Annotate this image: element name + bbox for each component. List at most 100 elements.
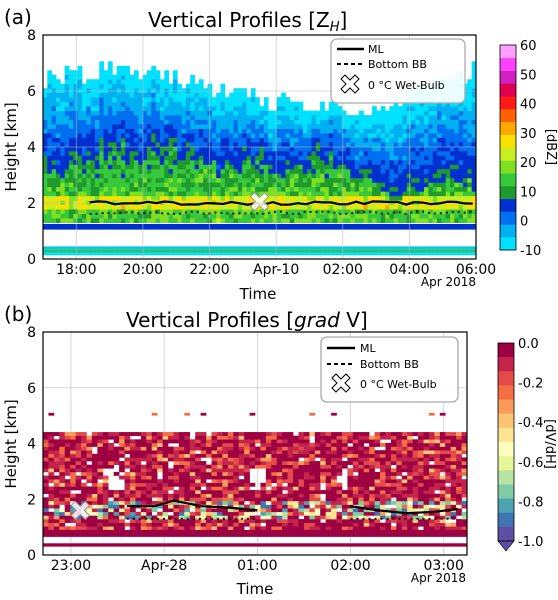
heatmap-cell bbox=[185, 150, 191, 156]
heatmap-cell bbox=[60, 92, 66, 98]
heatmap-cell bbox=[354, 182, 360, 188]
heatmap-cell bbox=[233, 106, 239, 111]
heatmap-cell bbox=[325, 471, 332, 476]
heatmap-cell bbox=[107, 65, 113, 71]
heatmap-cell bbox=[282, 461, 288, 465]
heatmap-cell bbox=[346, 182, 351, 188]
heatmap-cell bbox=[216, 246, 221, 250]
heatmap-cell bbox=[142, 115, 148, 120]
heatmap-cell bbox=[367, 128, 373, 134]
heatmap-cell bbox=[172, 252, 178, 256]
heatmap-cell bbox=[107, 218, 113, 223]
heatmap-cell bbox=[86, 468, 93, 473]
heatmap-cell bbox=[119, 493, 125, 498]
heatmap-cell bbox=[146, 439, 153, 444]
heatmap-cell bbox=[224, 101, 230, 107]
heatmap-cell bbox=[81, 110, 87, 116]
heatmap-cell bbox=[346, 177, 351, 183]
heatmap-cell bbox=[47, 213, 53, 219]
heatmap-cell bbox=[203, 177, 208, 183]
heatmap-cell bbox=[140, 486, 147, 491]
heatmap-cell bbox=[43, 497, 49, 502]
heatmap-cell bbox=[99, 209, 105, 215]
heatmap-cell bbox=[151, 246, 156, 250]
heatmap-cell bbox=[411, 182, 416, 188]
heatmap-cell bbox=[298, 490, 305, 494]
heatmap-cell bbox=[303, 457, 310, 462]
heatmap-cell bbox=[229, 106, 234, 111]
heatmap-cell bbox=[328, 150, 334, 156]
heatmap-cell bbox=[198, 182, 204, 188]
heatmap-cell bbox=[216, 191, 221, 197]
panel-a-label: (a) bbox=[4, 5, 32, 29]
heatmap-cell bbox=[77, 213, 83, 219]
heatmap-cell bbox=[276, 519, 283, 523]
heatmap-cell bbox=[282, 450, 288, 455]
colorbar-segment bbox=[500, 237, 516, 251]
heatmap-cell bbox=[133, 249, 139, 253]
heatmap-cell bbox=[233, 482, 239, 487]
heatmap-cell bbox=[86, 168, 92, 174]
heatmap-cell bbox=[99, 150, 105, 156]
heatmap-cell bbox=[155, 218, 161, 223]
heatmap-cell bbox=[151, 486, 158, 491]
heatmap-cell bbox=[53, 461, 60, 465]
heatmap-cell bbox=[138, 92, 143, 98]
heatmap-cell bbox=[53, 504, 60, 509]
heatmap-cell bbox=[113, 493, 120, 498]
heatmap-cell bbox=[185, 115, 191, 120]
heatmap-cell bbox=[159, 252, 165, 256]
heatmap-cell bbox=[250, 186, 256, 192]
heatmap-cell bbox=[157, 504, 163, 509]
heatmap-cell bbox=[172, 168, 178, 174]
heatmap-cell bbox=[103, 195, 109, 201]
heatmap-cell bbox=[333, 173, 338, 179]
heatmap-cell bbox=[272, 155, 278, 161]
heatmap-cell bbox=[64, 526, 71, 531]
heatmap-cell bbox=[86, 101, 92, 107]
heatmap-cell bbox=[86, 450, 93, 455]
heatmap-cell bbox=[73, 141, 79, 147]
heatmap-cell bbox=[190, 83, 195, 89]
heatmap-cell bbox=[325, 442, 332, 447]
heatmap-cell bbox=[260, 500, 267, 505]
heatmap-cell bbox=[47, 195, 53, 201]
heatmap-cell bbox=[276, 468, 283, 473]
heatmap-cell bbox=[389, 124, 395, 129]
heatmap-cell bbox=[43, 191, 48, 197]
heatmap-cell bbox=[255, 110, 260, 116]
heatmap-cell bbox=[389, 159, 395, 165]
heatmap-cell bbox=[125, 124, 130, 129]
heatmap-cell bbox=[116, 79, 122, 85]
heatmap-cell bbox=[320, 490, 326, 494]
heatmap-cell bbox=[224, 186, 230, 192]
heatmap-cell bbox=[350, 168, 356, 174]
heatmap-cell bbox=[320, 471, 326, 476]
heatmap-cell bbox=[437, 195, 442, 201]
heatmap-cell bbox=[220, 159, 226, 165]
heatmap-cell bbox=[116, 110, 122, 116]
heatmap-cell bbox=[155, 83, 161, 89]
heatmap-cell bbox=[172, 177, 178, 183]
heatmap-cell bbox=[393, 119, 399, 125]
heatmap-cell bbox=[107, 119, 113, 125]
heatmap-cell bbox=[354, 128, 360, 134]
heatmap-cell bbox=[419, 150, 425, 156]
heatmap-cell bbox=[68, 137, 74, 143]
heatmap-cell bbox=[181, 177, 187, 183]
heatmap-cell bbox=[112, 92, 118, 98]
heatmap-cell bbox=[222, 457, 229, 462]
heatmap-cell bbox=[151, 442, 158, 447]
heatmap-cell bbox=[320, 432, 326, 436]
heatmap-cell bbox=[302, 137, 308, 143]
heatmap-cell bbox=[471, 128, 476, 134]
heatmap-cell bbox=[289, 164, 295, 170]
heatmap-cell bbox=[393, 218, 399, 223]
heatmap-cell bbox=[372, 218, 377, 223]
heatmap-cell bbox=[173, 479, 180, 484]
heatmap-cell bbox=[341, 246, 347, 250]
heatmap-cell bbox=[51, 252, 57, 256]
heatmap-cell bbox=[233, 432, 239, 436]
heatmap-cell bbox=[77, 65, 83, 71]
heatmap-cell bbox=[164, 164, 169, 170]
